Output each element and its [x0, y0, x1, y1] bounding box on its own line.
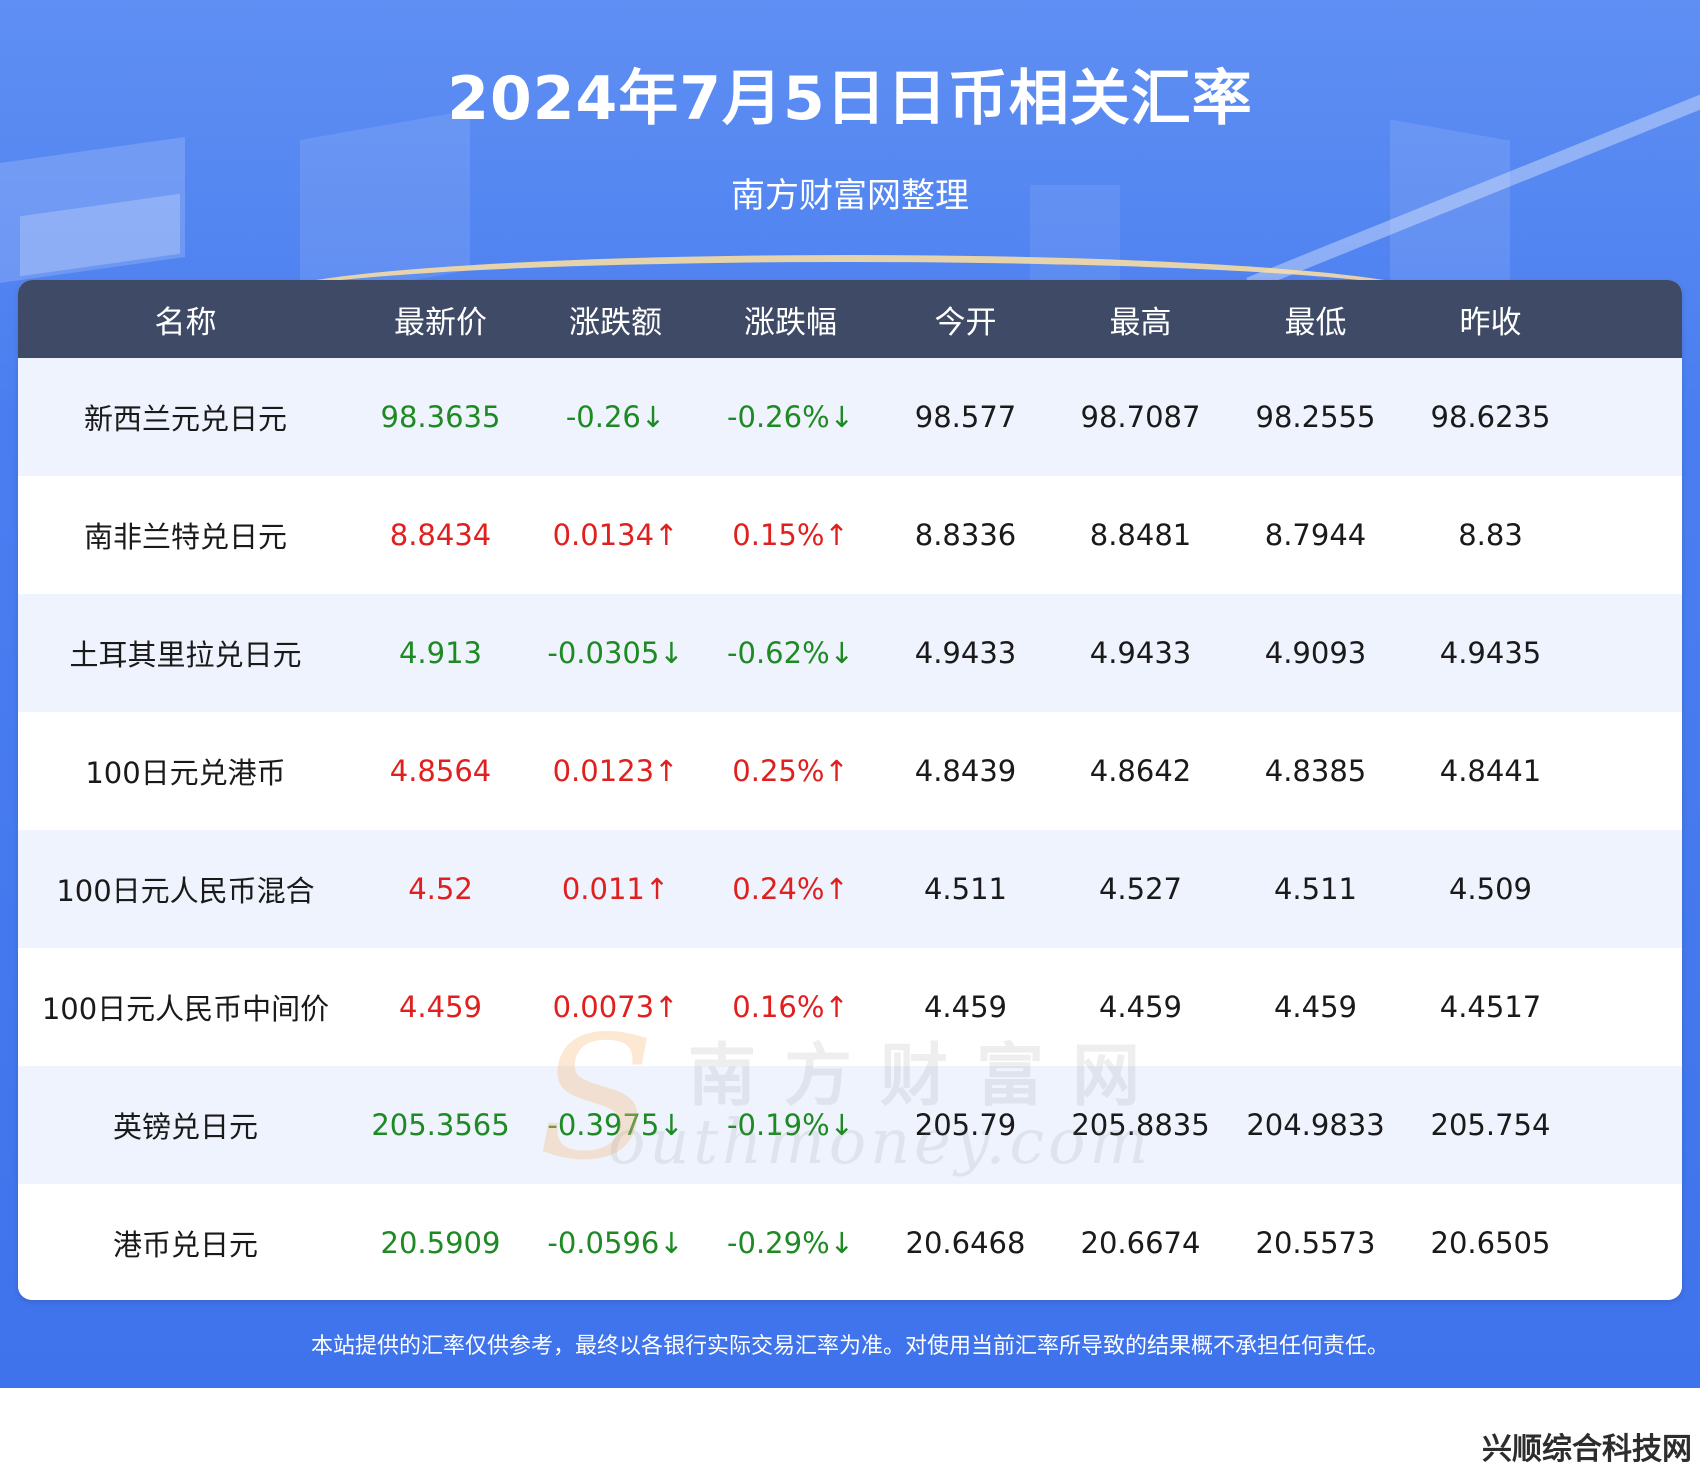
column-header-change: 涨跌额: [569, 304, 662, 341]
cell-change-pct: -0.26%↓: [727, 400, 854, 434]
cell-high: 205.8835: [1071, 1108, 1210, 1142]
table-row: 南非兰特兑日元 8.8434 0.0134↑ 0.15%↑ 8.8336 8.8…: [18, 476, 1682, 594]
table-row: 100日元兑港币 4.8564 0.0123↑ 0.25%↑ 4.8439 4.…: [18, 712, 1682, 830]
cell-low: 4.511: [1273, 872, 1358, 906]
cell-change: -0.0305↓: [547, 636, 684, 670]
cell-name: 英镑兑日元: [112, 1110, 258, 1144]
cell-name: 100日元兑港币: [85, 756, 286, 790]
cell-change: -0.3975↓: [547, 1108, 684, 1142]
column-header-high: 最高: [1109, 304, 1172, 341]
cell-change-pct: 0.16%↑: [732, 990, 849, 1024]
cell-name: 新西兰元兑日元: [83, 402, 287, 436]
cell-open: 205.79: [914, 1108, 1017, 1142]
cell-open: 4.8439: [914, 754, 1017, 788]
cell-open: 98.577: [914, 400, 1017, 434]
cell-change: 0.0134↑: [552, 518, 679, 552]
cell-prev-close: 4.509: [1448, 872, 1533, 906]
column-header-low: 最低: [1284, 304, 1347, 341]
column-header-change-pct: 涨跌幅: [744, 304, 837, 341]
cell-change: -0.0596↓: [547, 1226, 684, 1260]
table-row: 新西兰元兑日元 98.3635 -0.26↓ -0.26%↓ 98.577 98…: [18, 358, 1682, 476]
cell-name: 100日元人民币混合: [56, 874, 315, 908]
cell-change-pct: 0.25%↑: [732, 754, 849, 788]
decorative-arc: [260, 255, 1440, 342]
cell-change-pct: -0.29%↓: [727, 1226, 854, 1260]
cell-change: 0.0073↑: [552, 990, 679, 1024]
cell-open: 4.511: [923, 872, 1008, 906]
cell-low: 4.9093: [1264, 636, 1367, 670]
cell-change: 0.011↑: [561, 872, 670, 906]
cell-change-pct: -0.62%↓: [727, 636, 854, 670]
cell-change: 0.0123↑: [552, 754, 679, 788]
table-row: 土耳其里拉兑日元 4.913 -0.0305↓ -0.62%↓ 4.9433 4…: [18, 594, 1682, 712]
cell-open: 4.459: [923, 990, 1008, 1024]
cell-low: 20.5573: [1255, 1226, 1376, 1260]
table-header: 名称 最新价 涨跌额 涨跌幅 今开 最高 最低 昨收: [18, 280, 1682, 358]
column-header-open: 今开: [934, 304, 997, 341]
table-row: 100日元人民币中间价 4.459 0.0073↑ 0.16%↑ 4.459 4…: [18, 948, 1682, 1066]
cell-name: 土耳其里拉兑日元: [69, 638, 302, 672]
cell-latest: 98.3635: [380, 400, 501, 434]
cell-low: 8.7944: [1264, 518, 1367, 552]
cell-name: 南非兰特兑日元: [83, 520, 287, 554]
cell-high: 8.8481: [1089, 518, 1192, 552]
table-row: 港币兑日元 20.5909 -0.0596↓ -0.29%↓ 20.6468 2…: [18, 1184, 1682, 1300]
column-header-name: 名称: [154, 304, 217, 341]
page-subtitle: 南方财富网整理: [731, 176, 969, 216]
cell-open: 8.8336: [914, 518, 1017, 552]
cell-latest: 20.5909: [380, 1226, 501, 1260]
cell-high: 4.8642: [1089, 754, 1192, 788]
cell-change-pct: 0.15%↑: [732, 518, 849, 552]
cell-name: 港币兑日元: [112, 1228, 258, 1262]
page-title: 2024年7月5日日币相关汇率: [447, 64, 1253, 134]
cell-change-pct: -0.19%↓: [727, 1108, 854, 1142]
column-header-latest: 最新价: [394, 304, 487, 341]
cell-latest: 4.52: [408, 872, 473, 906]
cell-latest: 4.459: [398, 990, 483, 1024]
header-banner: 2024年7月5日日币相关汇率 南方财富网整理 名称 最新价 涨跌额 涨跌幅 今…: [0, 0, 1700, 1388]
disclaimer-text: 本站提供的汇率仅供参考，最终以各银行实际交易汇率为准。对使用当前汇率所导致的结果…: [310, 1334, 1389, 1359]
cell-prev-close: 4.4517: [1439, 990, 1542, 1024]
cell-prev-close: 8.83: [1458, 518, 1523, 552]
cell-change: -0.26↓: [565, 400, 666, 434]
cell-low: 4.8385: [1264, 754, 1367, 788]
cell-high: 4.9433: [1089, 636, 1192, 670]
cell-latest: 205.3565: [371, 1108, 510, 1142]
cell-prev-close: 4.9435: [1439, 636, 1542, 670]
cell-latest: 8.8434: [389, 518, 492, 552]
table-row: 英镑兑日元 205.3565 -0.3975↓ -0.19%↓ 205.79 2…: [18, 1066, 1682, 1184]
cell-low: 4.459: [1273, 990, 1358, 1024]
cell-low: 204.9833: [1246, 1108, 1385, 1142]
cell-high: 4.459: [1098, 990, 1183, 1024]
cell-high: 4.527: [1098, 872, 1183, 906]
cell-high: 98.7087: [1080, 400, 1201, 434]
cell-low: 98.2555: [1255, 400, 1376, 434]
column-header-prev-close: 昨收: [1459, 304, 1522, 341]
cell-open: 20.6468: [905, 1226, 1026, 1260]
cell-high: 20.6674: [1080, 1226, 1201, 1260]
cell-prev-close: 4.8441: [1439, 754, 1542, 788]
cell-prev-close: 205.754: [1430, 1108, 1551, 1142]
cell-change-pct: 0.24%↑: [732, 872, 849, 906]
site-badge: 兴顺综合科技网: [1482, 1432, 1692, 1467]
table-row: 100日元人民币混合 4.52 0.011↑ 0.24%↑ 4.511 4.52…: [18, 830, 1682, 948]
cell-latest: 4.8564: [389, 754, 492, 788]
cell-prev-close: 20.6505: [1430, 1226, 1551, 1260]
cell-name: 100日元人民币中间价: [41, 992, 330, 1026]
cell-open: 4.9433: [914, 636, 1017, 670]
exchange-rate-table: 名称 最新价 涨跌额 涨跌幅 今开 最高 最低 昨收 新西兰元兑日元 98.36…: [18, 280, 1682, 1300]
cell-latest: 4.913: [398, 636, 483, 670]
cell-prev-close: 98.6235: [1430, 400, 1551, 434]
